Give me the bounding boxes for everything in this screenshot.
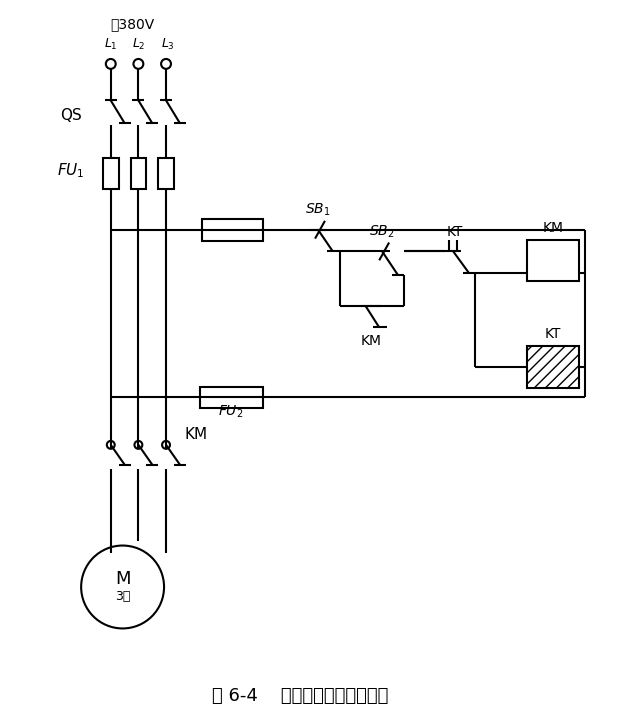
Text: 3～: 3～	[115, 590, 131, 603]
Bar	[158, 158, 174, 190]
Text: $SB_1$: $SB_1$	[305, 202, 331, 218]
Text: KM: KM	[184, 426, 207, 442]
Text: KM: KM	[361, 335, 382, 348]
Text: 图 6-4    单台电动机的延时控制: 图 6-4 单台电动机的延时控制	[212, 686, 388, 704]
Text: $FU_2$: $FU_2$	[218, 404, 244, 421]
Bar	[527, 346, 579, 388]
Bar	[131, 158, 147, 190]
Text: KM: KM	[543, 220, 563, 235]
Bar	[202, 219, 263, 241]
Text: ～380V: ～380V	[110, 17, 155, 32]
Bar	[103, 158, 118, 190]
Text: KT: KT	[545, 327, 561, 341]
Bar	[527, 240, 579, 281]
Text: $SB_2$: $SB_2$	[369, 223, 395, 240]
Bar	[200, 386, 263, 409]
Text: QS: QS	[60, 108, 82, 123]
Text: $L_1$: $L_1$	[104, 37, 118, 52]
Text: $L_3$: $L_3$	[161, 37, 175, 52]
Text: $FU_1$: $FU_1$	[58, 161, 85, 180]
Text: M: M	[115, 570, 131, 588]
Text: $L_2$: $L_2$	[132, 37, 145, 52]
Text: KT: KT	[447, 225, 463, 238]
